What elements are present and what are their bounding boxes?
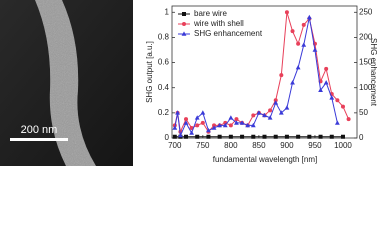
legend-marker	[182, 12, 186, 16]
data-point	[306, 14, 312, 20]
data-point	[329, 134, 334, 139]
y2-tick-label: 100	[359, 83, 373, 92]
x-tick-label: 1000	[334, 141, 352, 150]
y-axis-label: SHG output [a.u.]	[145, 41, 154, 103]
data-point	[234, 117, 239, 122]
data-point	[184, 134, 189, 139]
x-tick-label: 700	[168, 141, 182, 150]
data-point	[262, 134, 267, 139]
data-point	[251, 134, 256, 139]
data-point	[296, 134, 301, 139]
data-point	[195, 123, 200, 128]
data-point	[175, 110, 181, 115]
data-point	[211, 125, 217, 130]
x-tick-label: 800	[224, 141, 238, 150]
legend-label: bare wire	[194, 9, 227, 18]
data-point	[340, 134, 345, 139]
data-point	[200, 110, 206, 115]
data-point	[256, 110, 262, 115]
data-point	[279, 73, 284, 78]
data-point	[284, 10, 289, 15]
data-point	[228, 115, 234, 120]
data-point	[228, 134, 233, 139]
data-point	[295, 65, 301, 70]
data-point	[250, 122, 256, 128]
data-point	[273, 134, 278, 139]
data-point	[189, 130, 195, 135]
data-point	[239, 120, 245, 125]
data-point	[172, 134, 177, 139]
data-point	[228, 123, 233, 128]
y2-tick-label: 250	[359, 7, 373, 16]
y2-tick-label: 0	[359, 133, 364, 142]
data-point	[217, 134, 222, 139]
data-point	[334, 120, 340, 125]
data-point	[329, 95, 335, 100]
figure: 200 nm fundamental wavelength [nm] SHG o…	[0, 0, 378, 166]
y2-tick-label: 150	[359, 58, 373, 67]
data-point	[206, 127, 211, 133]
y2-tick-label: 50	[359, 108, 368, 117]
data-point	[200, 120, 205, 125]
data-point	[312, 47, 318, 52]
data-point	[222, 122, 228, 128]
data-point	[284, 134, 289, 139]
x-tick-label: 850	[252, 141, 266, 150]
scale-bar	[10, 138, 68, 141]
data-point	[195, 134, 200, 139]
data-point	[240, 134, 245, 139]
data-point	[273, 100, 279, 105]
sem-image: 200 nm	[0, 0, 133, 166]
data-point	[217, 122, 223, 128]
data-point	[324, 66, 329, 71]
y-tick-label: 0.4	[158, 83, 170, 92]
data-point	[245, 122, 251, 128]
chart: 200 nm fundamental wavelength [nm] SHG o…	[0, 0, 378, 166]
y2-axis-label: SHG enhancement	[369, 38, 378, 107]
data-point	[307, 134, 312, 139]
y-tick-label: 0	[165, 133, 170, 142]
x-tick-label: 950	[308, 141, 322, 150]
legend-marker	[182, 22, 186, 26]
data-point	[178, 132, 183, 138]
data-point	[206, 134, 211, 139]
data-point	[301, 22, 306, 27]
legend-label: SHG enhancement	[194, 29, 263, 38]
scale-bar-label: 200 nm	[21, 124, 58, 136]
data-point	[318, 134, 323, 139]
data-point	[234, 120, 239, 125]
x-tick-label: 900	[280, 141, 294, 150]
data-point	[335, 98, 340, 103]
data-point	[346, 117, 351, 122]
y-tick-label: 0.6	[158, 58, 170, 67]
data-point	[296, 41, 301, 46]
data-point	[290, 80, 295, 85]
data-point	[284, 105, 290, 110]
data-point	[323, 80, 329, 85]
legend-marker	[181, 31, 187, 36]
y-tick-label: 0.8	[158, 33, 170, 42]
data-point	[184, 117, 189, 122]
data-point	[340, 104, 345, 109]
data-point	[194, 115, 200, 120]
data-point	[251, 113, 256, 118]
data-point	[267, 115, 273, 120]
data-point	[262, 112, 267, 118]
x-tick-label: 750	[196, 141, 210, 150]
y-tick-label: 1	[165, 7, 170, 16]
data-point	[183, 120, 189, 125]
data-point	[318, 87, 323, 93]
legend-label: wire with shell	[193, 19, 244, 28]
y-tick-label: 0.2	[158, 108, 170, 117]
x-axis-label: fundamental wavelength [nm]	[213, 155, 318, 164]
data-point	[268, 108, 273, 113]
data-point	[172, 125, 178, 130]
y2-tick-label: 200	[359, 33, 373, 42]
data-point	[290, 29, 295, 34]
data-point	[278, 110, 284, 115]
data-point	[301, 42, 307, 47]
